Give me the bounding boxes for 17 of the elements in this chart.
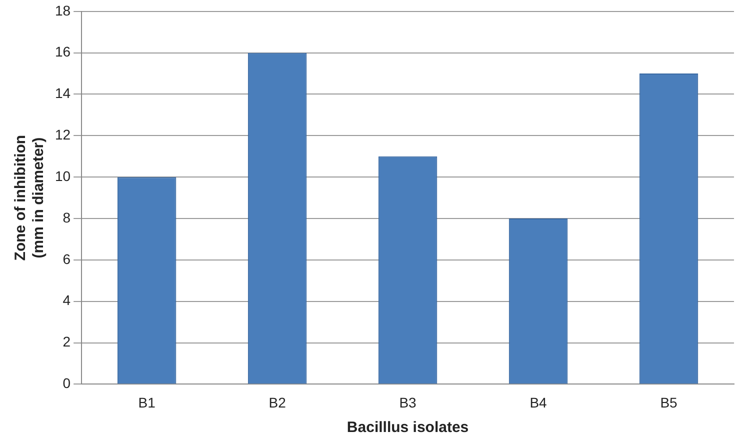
y-tick-label: 12 [54,126,71,143]
x-tick-label: B4 [530,394,548,410]
y-tick-label: 18 [54,2,71,18]
y-tick-label: 2 [62,334,71,350]
x-tick-label: B5 [660,394,678,410]
y-tick-label: 16 [54,44,71,60]
y-tick-label: 0 [62,375,71,392]
y-tick-label: 14 [54,85,71,102]
y-tick-label: 10 [54,168,71,184]
x-tick-label: B3 [399,394,417,410]
y-axis-title: Zone of inhibition (mm in diameter) [12,134,48,261]
y-tick-label: 6 [62,250,71,267]
x-axis-title: Bacilllus isolates [346,419,469,436]
x-tick-label: B2 [268,394,286,410]
x-tick-label: B1 [138,394,156,410]
y-tick-label: 8 [62,209,71,226]
y-tick-label: 4 [62,292,71,308]
